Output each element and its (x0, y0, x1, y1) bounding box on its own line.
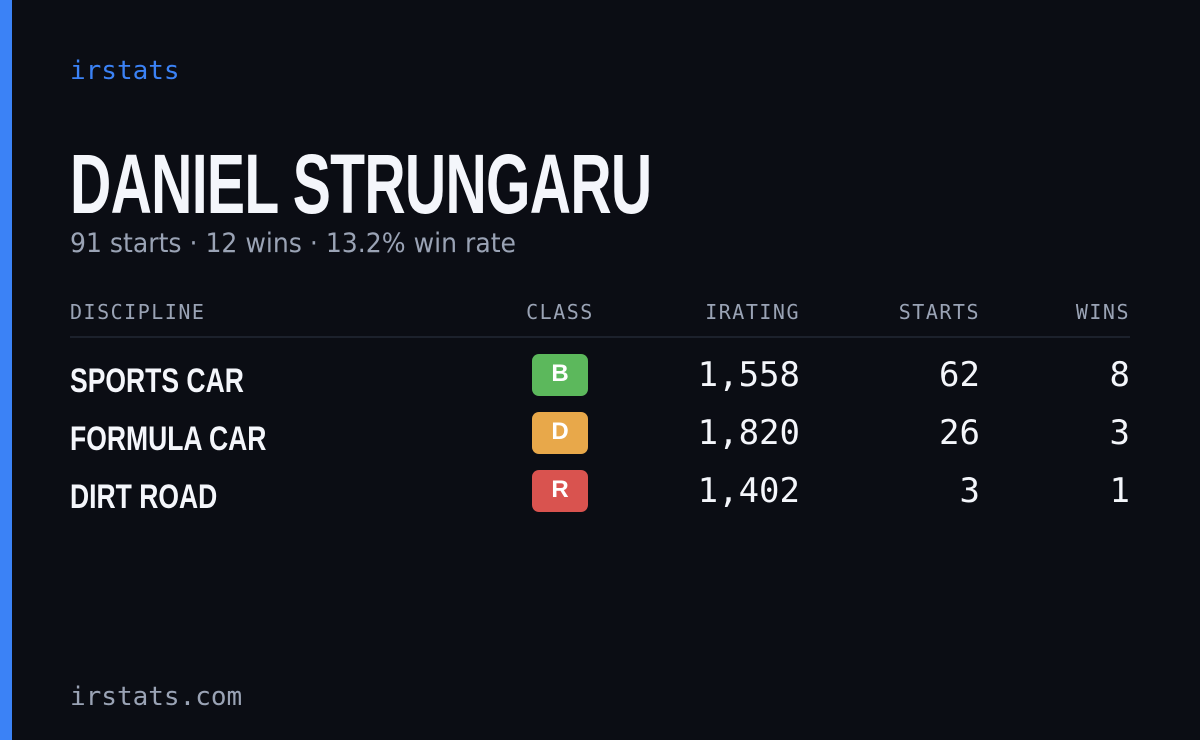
discipline: FORMULA CAR (70, 420, 267, 458)
column-header: CLASS (526, 300, 594, 324)
discipline: DIRT ROAD (70, 478, 218, 516)
column-header: STARTS (898, 300, 980, 324)
starts: 62 (939, 355, 980, 395)
header-divider (70, 336, 1130, 338)
irating: 1,820 (697, 413, 800, 453)
starts: 3 (959, 471, 980, 511)
column-header: DISCIPLINE (70, 300, 206, 324)
brand: irstats (70, 56, 180, 86)
wins: 3 (1109, 413, 1130, 453)
class-badge: D (532, 412, 588, 454)
column-header: WINS (1075, 300, 1130, 324)
class-badge: R (532, 470, 588, 512)
irating: 1,558 (697, 355, 800, 395)
irating: 1,402 (697, 471, 800, 511)
summary: 91 starts · 12 wins · 13.2% win rate (70, 228, 517, 259)
discipline: SPORTS CAR (70, 362, 244, 400)
driver-name: DANIEL STRUNGARU (70, 137, 652, 231)
starts: 26 (939, 413, 980, 453)
class-badge: B (532, 354, 588, 396)
column-header: IRATING (705, 300, 800, 324)
footer-url: irstats.com (70, 682, 243, 712)
accent-bar (0, 0, 12, 740)
wins: 1 (1109, 471, 1130, 511)
wins: 8 (1109, 355, 1130, 395)
